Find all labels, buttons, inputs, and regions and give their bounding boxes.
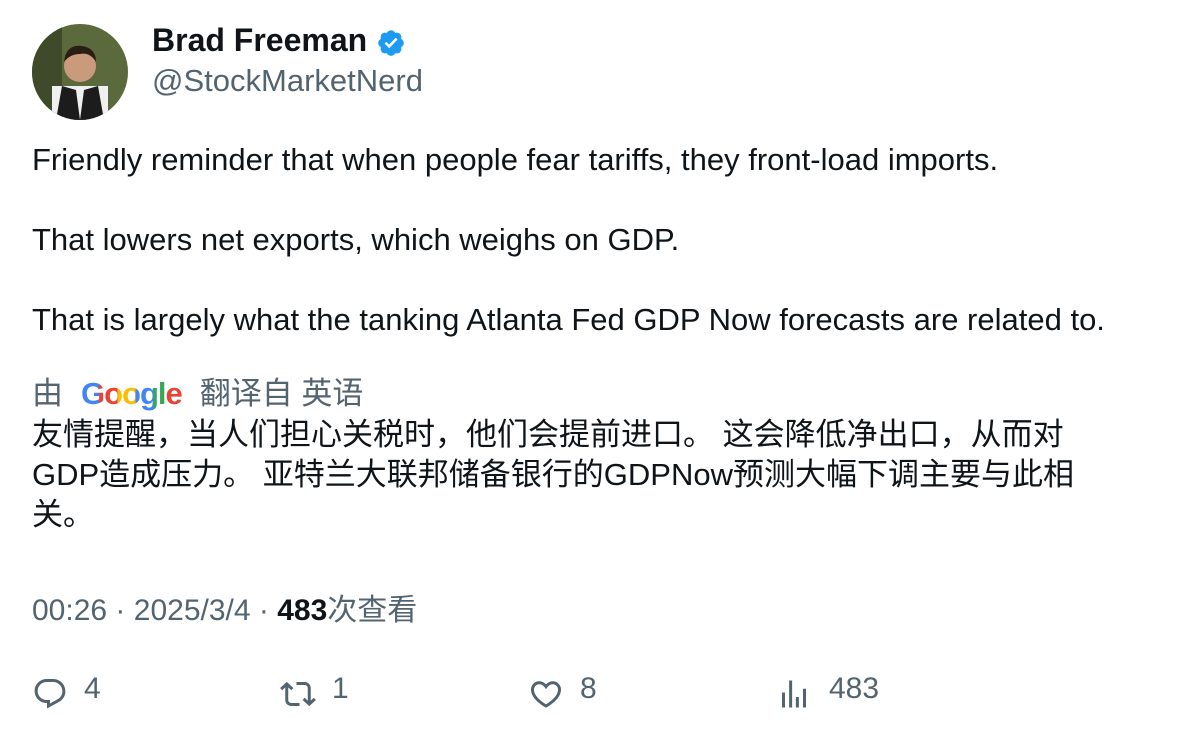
tweet-text: Friendly reminder that when people fear … [32,142,999,177]
translation-label: 由 Google 翻译自 英语 [32,368,363,413]
views-icon[interactable] [776,676,812,712]
translation-prefix: 由 [32,376,63,411]
author-name[interactable]: Brad Freeman [152,22,368,58]
retweet-icon[interactable] [280,676,316,712]
author-handle[interactable]: @StockMarketNerd [152,63,423,98]
separator: · [258,594,269,627]
translation-source: 翻译自 英语 [199,376,364,411]
like-count: 8 [580,672,597,705]
tweet-meta: 00:26 · 2025/3/4 · 483次查看 [32,585,417,629]
view-count: 483 [277,594,328,627]
reply-count: 4 [84,672,101,705]
views-label: 次查看 [327,594,418,627]
tweet-text: That is largely what the tanking Atlanta… [32,302,1105,337]
translated-text: 友情提醒，当人们担心关税时，他们会提前进口。 这会降低净出口，从而对GDP造成压… [32,417,1074,532]
avatar[interactable] [32,24,128,120]
time[interactable]: 00:26 [32,594,108,627]
reply-icon[interactable] [32,676,68,712]
views-count: 483 [829,672,880,705]
date[interactable]: 2025/3/4 [133,594,251,627]
retweet-count: 1 [332,672,349,705]
verified-badge [378,30,404,56]
separator: · [115,594,126,627]
like-icon[interactable] [528,676,564,712]
google-logo[interactable]: Google [81,376,183,411]
tweet-text: That lowers net exports, which weighs on… [32,222,680,257]
